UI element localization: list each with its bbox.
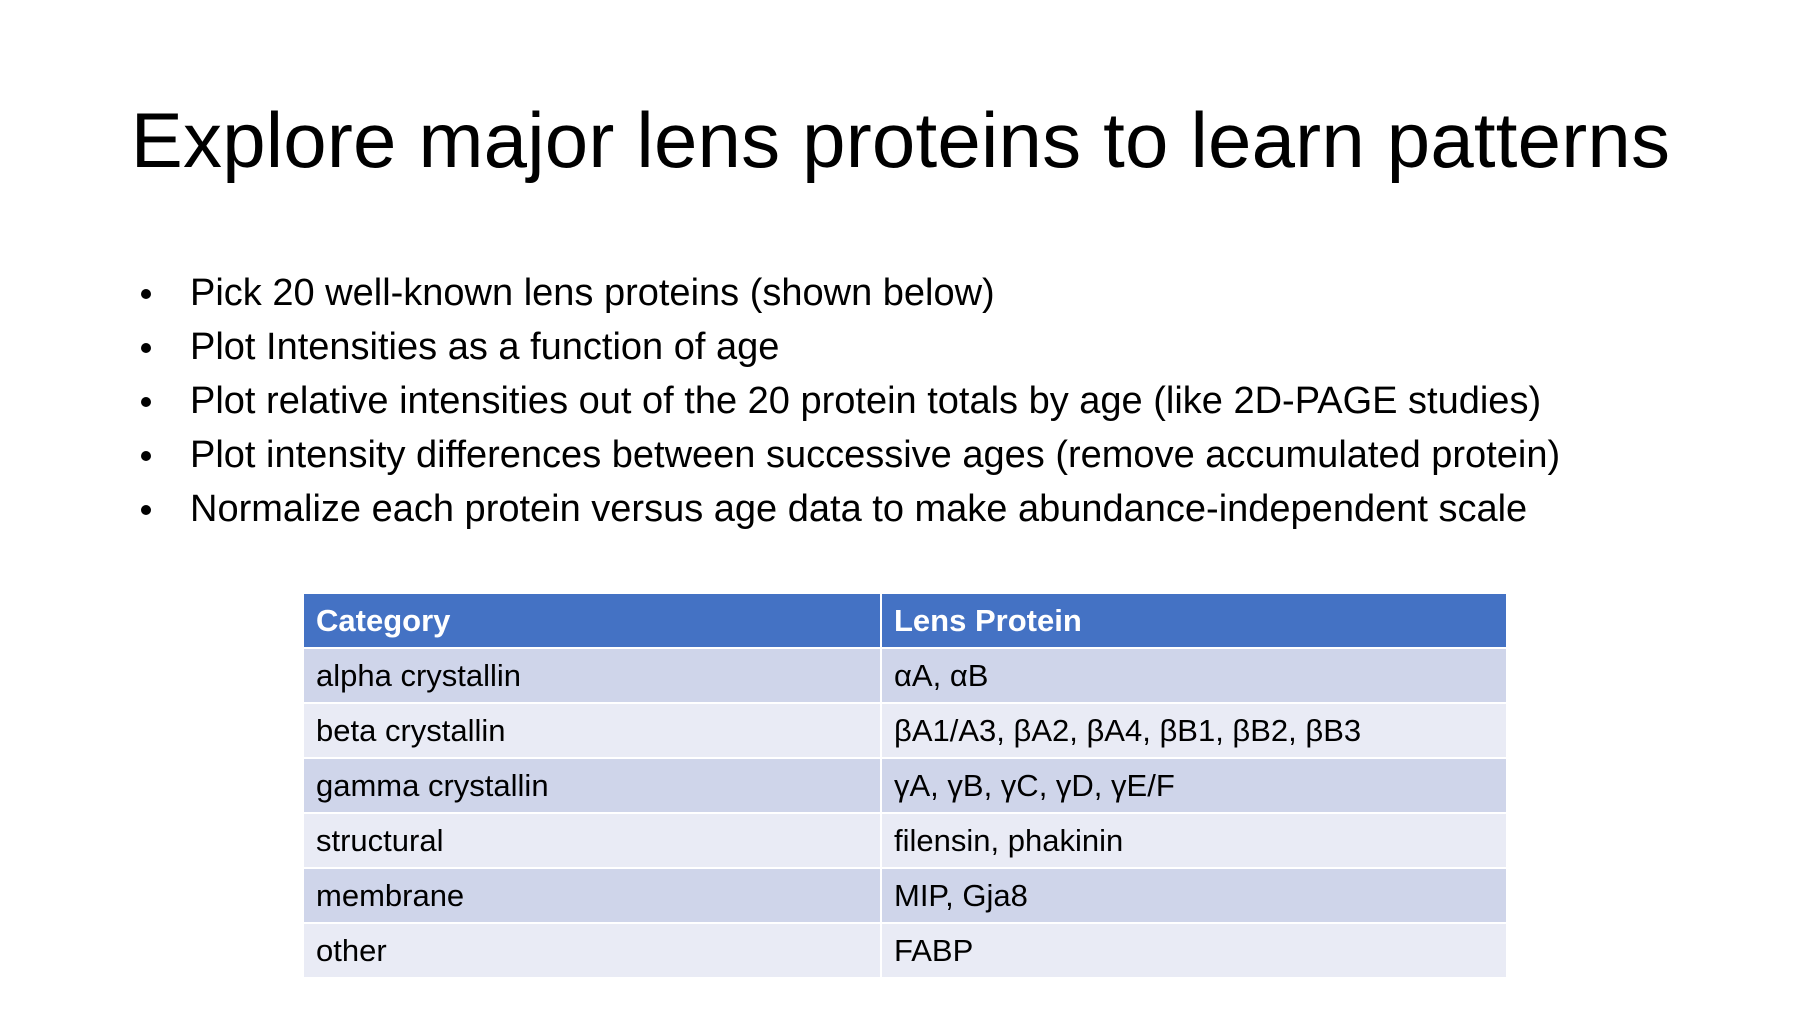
bullet-item: Plot relative intensities out of the 20 …: [138, 374, 1560, 428]
table-header-row: Category Lens Protein: [302, 592, 1508, 649]
header-lens-protein: Lens Protein: [880, 592, 1508, 649]
bullet-text: Normalize each protein versus age data t…: [190, 488, 1528, 530]
table-row: membrane MIP, Gja8: [302, 867, 1508, 924]
bullet-item: Pick 20 well-known lens proteins (shown …: [138, 266, 1560, 320]
bullet-dot-icon: [141, 289, 151, 299]
bullet-text: Plot intensity differences between succe…: [190, 434, 1561, 476]
protein-cell: filensin, phakinin: [880, 812, 1508, 869]
bullet-item: Plot intensity differences between succe…: [138, 428, 1560, 482]
category-cell: structural: [302, 812, 882, 869]
table-row: gamma crystallin γA, γB, γC, γD, γE/F: [302, 757, 1508, 814]
bullet-item: Normalize each protein versus age data t…: [138, 482, 1560, 536]
protein-cell: αA, αB: [880, 647, 1508, 704]
protein-cell: γA, γB, γC, γD, γE/F: [880, 757, 1508, 814]
bullet-list: Pick 20 well-known lens proteins (shown …: [138, 266, 1560, 536]
bullet-dot-icon: [141, 397, 151, 407]
bullet-text: Pick 20 well-known lens proteins (shown …: [190, 272, 995, 314]
category-cell: alpha crystallin: [302, 647, 882, 704]
table-row: structural filensin, phakinin: [302, 812, 1508, 869]
protein-cell: MIP, Gja8: [880, 867, 1508, 924]
category-cell: other: [302, 922, 882, 979]
protein-cell: FABP: [880, 922, 1508, 979]
bullet-text: Plot Intensities as a function of age: [190, 326, 780, 368]
category-cell: gamma crystallin: [302, 757, 882, 814]
table-row: beta crystallin βA1/A3, βA2, βA4, βB1, β…: [302, 702, 1508, 759]
bullet-dot-icon: [141, 451, 151, 461]
bullet-item: Plot Intensities as a function of age: [138, 320, 1560, 374]
category-cell: membrane: [302, 867, 882, 924]
category-cell: beta crystallin: [302, 702, 882, 759]
slide-title: Explore major lens proteins to learn pat…: [130, 96, 1671, 184]
bullet-text: Plot relative intensities out of the 20 …: [190, 380, 1542, 422]
table-row: alpha crystallin αA, αB: [302, 647, 1508, 704]
bullet-dot-icon: [141, 505, 151, 515]
protein-cell: βA1/A3, βA2, βA4, βB1, βB2, βB3: [880, 702, 1508, 759]
header-category: Category: [302, 592, 882, 649]
table-row: other FABP: [302, 922, 1508, 979]
bullet-dot-icon: [141, 343, 151, 353]
lens-protein-table: Category Lens Protein alpha crystallin α…: [302, 592, 1508, 979]
